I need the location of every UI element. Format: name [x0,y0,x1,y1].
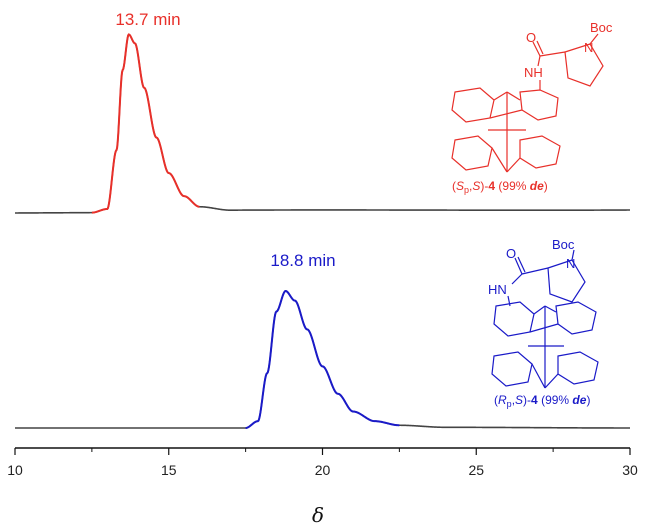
aromatic-ring-bottom-1 [493,301,535,337]
o-label-bottom: O [506,246,516,261]
bridge-top-6 [506,157,521,173]
structure-top [451,33,604,173]
aromatic-ring-top-2 [519,89,559,121]
x-axis-label: δ [312,503,324,527]
nh-bond-bottom [511,273,523,285]
x-tick-label: 15 [161,462,177,478]
bridge-top-5 [491,147,508,173]
aromatic-ring-top-1 [451,87,495,123]
structure-bottom [491,249,599,389]
x-tick-label: 25 [468,462,484,478]
n-label-bottom: N [566,256,575,271]
aromatic-ring-bottom-3 [491,351,533,387]
aromatic-ring-top-4 [519,135,561,169]
boc-label-bottom: Boc [552,237,575,252]
o-label-top: O [526,30,536,45]
bridge-bottom-6 [544,373,559,389]
carbonyl2-bottom [517,256,526,273]
x-axis: 10 15 20 25 30 δ [7,447,638,527]
aromatic-ring-bottom-4 [557,351,599,385]
pyrrolidine-ring-top [564,43,604,87]
boc-label-top: Boc [590,20,613,35]
x-tick-label: 30 [622,462,638,478]
pyrrolidine-ring-bottom [547,259,586,303]
peak-label-top: 13.7 min [115,10,180,29]
compound-label-top: (Sp,S)-4 (99% de) [452,179,548,195]
bridge-bottom-1 [533,305,546,315]
boc-bond-top [589,33,599,45]
bridge-top-2 [506,91,521,101]
hn-label-bottom: HN [488,282,507,297]
bridge-bottom-4 [529,323,559,333]
carbonyl-top [532,41,541,57]
x-tick-label: 10 [7,462,23,478]
nh-aryl-bottom [507,295,511,307]
bridge-top-1 [493,91,508,101]
compound-label-bottom: (Rp,S)-4 (99% de) [494,393,590,409]
carbonyl2-top [536,40,544,55]
carbonyl-bottom [514,257,523,275]
boc-bond-bottom [571,249,575,261]
amide-bond-bottom [521,267,549,275]
aromatic-ring-top-3 [451,135,493,171]
bridge-bottom-5 [531,363,546,389]
nh-label-top: NH [524,65,543,80]
trace-peak [91,33,200,214]
bridge-top-4 [489,109,523,119]
amide-bond-top [539,51,566,57]
bridge-bottom-2 [544,305,557,313]
aromatic-ring-bottom-2 [555,301,597,335]
x-tick-label: 20 [315,462,331,478]
peak-label-bottom: 18.8 min [270,251,335,270]
trace-peak [245,289,400,429]
nh-bond-top [537,55,541,67]
n-label-top: N [584,40,593,55]
